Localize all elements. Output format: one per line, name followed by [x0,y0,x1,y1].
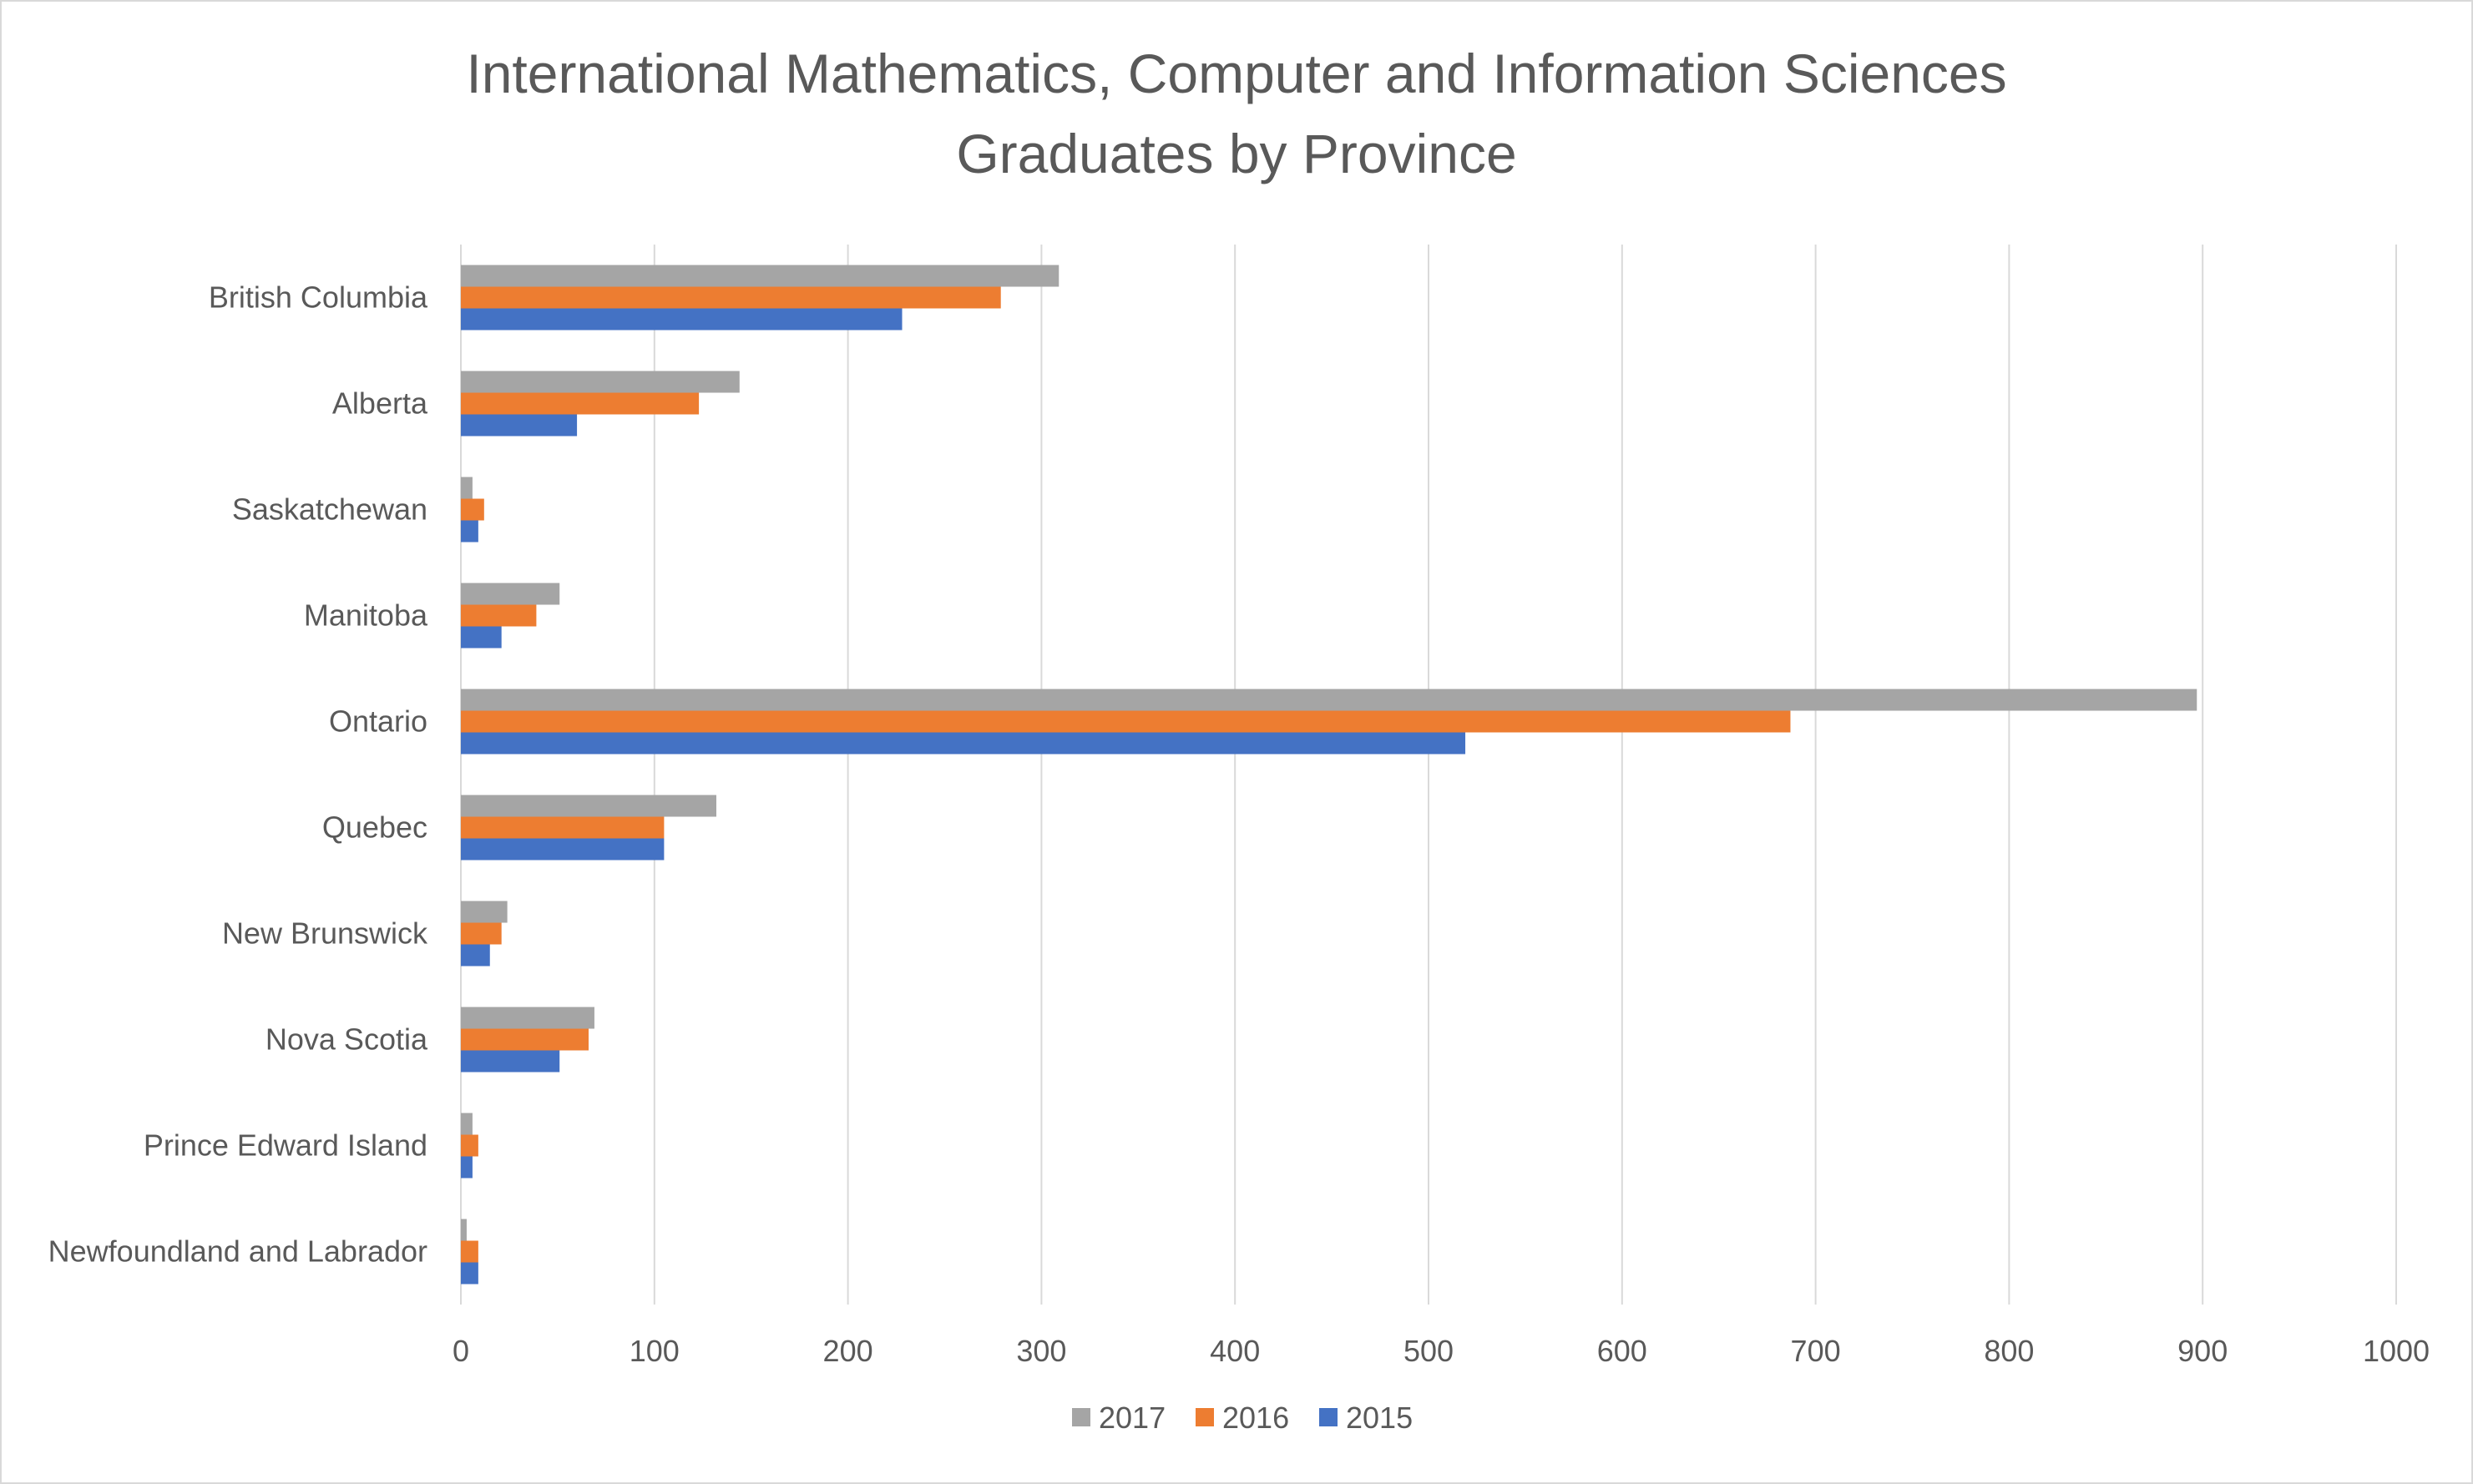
bar-2015-british-columbia [461,308,903,331]
bar-2016-ontario [461,710,1791,733]
bar-2016-saskatchewan [461,498,484,521]
bar-2016-new-brunswick [461,922,502,945]
chart-title: International Mathematics, Computer and … [0,33,2473,194]
bar-2015-manitoba [461,626,502,649]
bar-2016-newfoundland-and-labrador [461,1240,478,1263]
category-label: Manitoba [304,598,428,633]
bar-2017-newfoundland-and-labrador [461,1219,467,1241]
legend-swatch-2017 [1072,1408,1090,1426]
legend-swatch-2015 [1319,1408,1338,1426]
legend-label-2016: 2016 [1222,1401,1289,1435]
x-tick-label: 400 [1210,1334,1260,1368]
bar-2015-ontario [461,732,1466,755]
x-tick-label: 600 [1597,1334,1647,1368]
bar-2015-prince-edward-island [461,1156,473,1179]
category-label: New Brunswick [222,916,428,951]
bar-2015-alberta [461,414,578,437]
bar-2016-quebec [461,816,665,839]
bar-2017-quebec [461,795,716,817]
category-label: Quebec [322,810,427,845]
bar-2015-saskatchewan [461,520,478,543]
legend-swatch-2016 [1196,1408,1214,1426]
category-label: Ontario [329,704,427,739]
bar-2016-manitoba [461,604,537,627]
bar-2017-manitoba [461,583,560,605]
category-label: Nova Scotia [266,1022,428,1057]
chart-title-line-1: International Mathematics, Computer and … [466,43,2007,104]
category-label: Alberta [332,386,428,421]
bar-2017-saskatchewan [461,477,473,499]
x-tick-label: 200 [823,1334,873,1368]
x-tick-label: 700 [1791,1334,1841,1368]
bar-2016-prince-edward-island [461,1134,478,1157]
bar-2017-prince-edward-island [461,1113,473,1135]
bar-2015-new-brunswick [461,944,490,967]
bar-2015-nova-scotia [461,1050,560,1073]
x-tick-label: 500 [1403,1334,1454,1368]
bar-2017-nova-scotia [461,1007,594,1029]
category-label: British Columbia [209,280,428,315]
x-tick-label: 100 [630,1334,680,1368]
x-tick-label: 900 [2177,1334,2228,1368]
bar-2016-british-columbia [461,286,1001,309]
bar-2016-nova-scotia [461,1028,589,1051]
bar-2017-ontario [461,689,2197,711]
x-tick-label: 0 [453,1334,469,1368]
chart-title-line-2: Graduates by Province [956,123,1517,184]
bar-2017-british-columbia [461,265,1059,287]
x-tick-label: 800 [1984,1334,2034,1368]
legend-label-2015: 2015 [1346,1401,1413,1435]
x-tick-label: 1000 [2363,1334,2430,1368]
bar-2017-new-brunswick [461,901,508,923]
bar-2017-alberta [461,371,740,393]
bar-2016-alberta [461,392,700,415]
x-tick-label: 300 [1016,1334,1066,1368]
legend-label-2017: 2017 [1099,1401,1166,1435]
category-label: Prince Edward Island [144,1128,427,1163]
category-label: Newfoundland and Labrador [48,1234,427,1269]
bar-2015-newfoundland-and-labrador [461,1262,478,1285]
bar-2015-quebec [461,838,665,861]
category-label: Saskatchewan [232,492,427,527]
